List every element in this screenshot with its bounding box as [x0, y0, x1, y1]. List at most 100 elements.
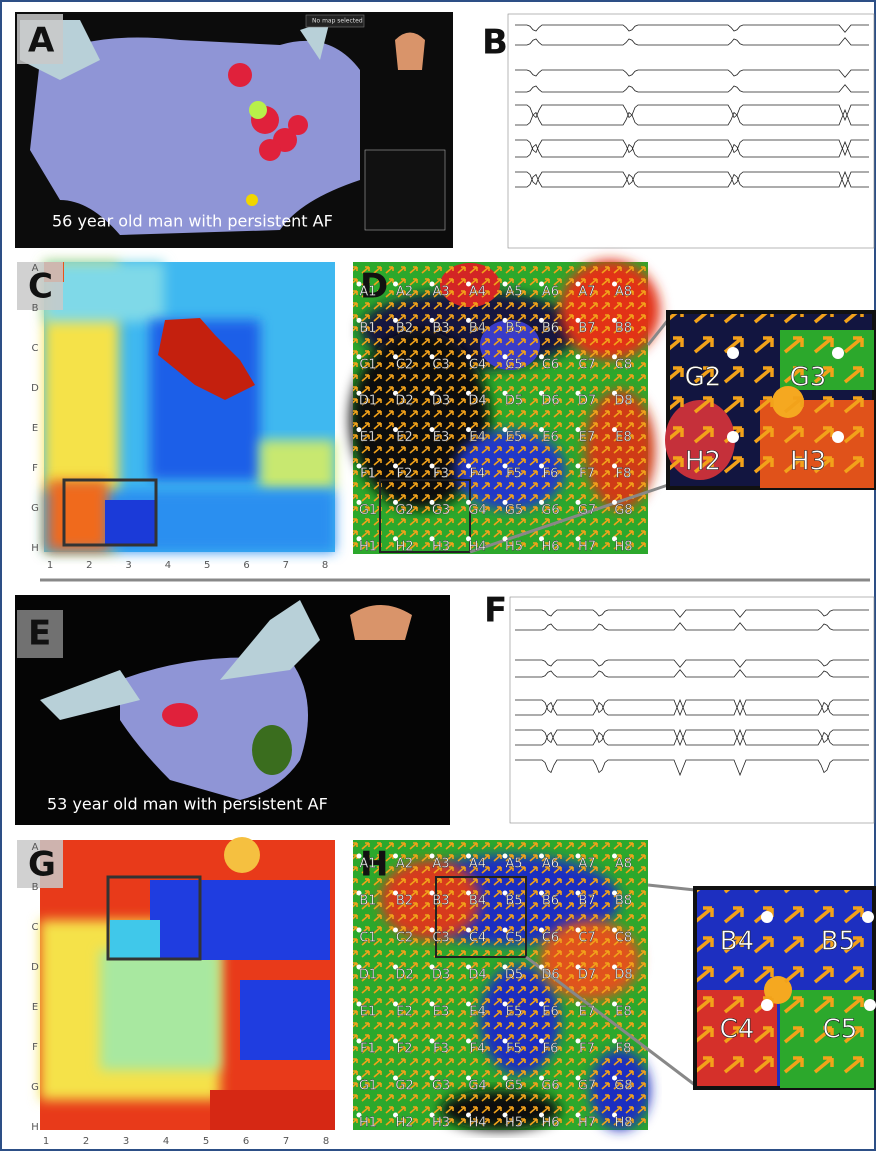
panel-c — [44, 262, 335, 552]
y-tick-label: C — [32, 922, 39, 933]
electrode-label: B1 — [359, 894, 376, 909]
electrode-label: A4 — [469, 285, 486, 300]
y-tick-label: H — [31, 543, 39, 554]
electrode-label: C3 — [432, 357, 449, 372]
inset-label: G3 — [790, 363, 827, 393]
x-tick-label: 6 — [243, 1136, 249, 1147]
figure: No map selected 56 year old man with per… — [0, 0, 876, 1151]
y-tick-label: E — [32, 1002, 38, 1013]
electrode-label: B5 — [505, 321, 522, 336]
electrode-label: G7 — [578, 1079, 596, 1094]
electrode-label: A1 — [359, 285, 376, 300]
electrode-label: A3 — [432, 285, 449, 300]
electrode-label: H1 — [359, 539, 377, 554]
electrode-label: E1 — [360, 430, 377, 445]
electrode-label: G4 — [468, 503, 486, 518]
electrode-label: H2 — [395, 539, 413, 554]
inset-label: G2 — [685, 363, 722, 393]
electrode-label: C8 — [615, 931, 632, 946]
panel-label: A — [28, 21, 55, 61]
electrode-label: F3 — [433, 1042, 449, 1057]
electrode-label: G5 — [505, 503, 523, 518]
electrode-label: B3 — [432, 894, 449, 909]
electrode-label: B8 — [615, 894, 632, 909]
electrode-label: H2 — [395, 1116, 413, 1131]
electrode-label: A6 — [542, 857, 559, 872]
electrode-label: H6 — [541, 539, 559, 554]
panel-b — [508, 14, 874, 248]
electrode-label: E2 — [396, 1005, 413, 1020]
electrode-label: D3 — [432, 968, 450, 983]
electrode-label: G5 — [505, 1079, 523, 1094]
electrode-label: E7 — [579, 430, 596, 445]
electrode-label: H6 — [541, 1116, 559, 1131]
electrode-label: A8 — [615, 857, 632, 872]
electrode-label: D3 — [432, 394, 450, 409]
electrode-label: D8 — [614, 394, 632, 409]
electrode-label: F2 — [397, 467, 413, 482]
y-tick-label: F — [32, 1042, 38, 1053]
electrode-label: F1 — [360, 1042, 376, 1057]
y-tick-label: A — [32, 263, 39, 274]
inset-label: H2 — [685, 447, 721, 477]
electrode-label: E5 — [506, 1005, 523, 1020]
electrode-label: H4 — [468, 1116, 486, 1131]
electrode-label: E8 — [615, 1005, 632, 1020]
electrode-label: E1 — [360, 1005, 377, 1020]
electrode-label: D1 — [359, 394, 377, 409]
electrode-label: D7 — [578, 968, 596, 983]
panel-a: No map selected 56 year old man with per… — [15, 12, 453, 248]
y-tick-label: B — [32, 303, 39, 314]
electrode-label: A5 — [505, 857, 522, 872]
electrode-label: H8 — [614, 539, 632, 554]
electrode-label: D1 — [359, 968, 377, 983]
electrode-label: B5 — [505, 894, 522, 909]
inset-h — [695, 888, 874, 1088]
electrode-label: A8 — [615, 285, 632, 300]
y-tick-label: G — [31, 503, 39, 514]
electrode-label: D6 — [541, 968, 559, 983]
y-tick-label: H — [31, 1122, 39, 1133]
electrode-label: H7 — [578, 539, 596, 554]
panel-f — [510, 597, 874, 823]
electrode-label: D2 — [395, 394, 413, 409]
electrode-label: E6 — [542, 1005, 559, 1020]
x-tick-label: 2 — [86, 560, 92, 571]
x-tick-label: 2 — [83, 1136, 89, 1147]
electrode-label: E7 — [579, 1005, 596, 1020]
electrode-label: B4 — [469, 894, 486, 909]
electrode-label: B4 — [469, 321, 486, 336]
electrode-label: G7 — [578, 503, 596, 518]
electrode-label: C5 — [505, 357, 522, 372]
electrode-label: H8 — [614, 1116, 632, 1131]
electrode-label: F5 — [506, 467, 522, 482]
electrode-label: H1 — [359, 1116, 377, 1131]
electrode-label: F4 — [470, 1042, 486, 1057]
electrode-label: F3 — [433, 467, 449, 482]
electrode-label: D7 — [578, 394, 596, 409]
panel-label: E — [28, 614, 51, 654]
electrode-label: C4 — [469, 931, 486, 946]
electrode-label: F2 — [397, 1042, 413, 1057]
caption: 56 year old man with persistent AF — [52, 212, 333, 231]
inset-label: C4 — [720, 1015, 755, 1045]
x-tick-label: 4 — [165, 560, 171, 571]
electrode-label: C7 — [578, 357, 595, 372]
electrode-label: G2 — [395, 1079, 413, 1094]
electrode-label: H3 — [432, 1116, 450, 1131]
inset-label: C5 — [823, 1015, 858, 1045]
electrode-label: G2 — [395, 503, 413, 518]
electrode-label: C2 — [396, 357, 413, 372]
electrode-label: D8 — [614, 968, 632, 983]
electrode-label: A7 — [578, 857, 595, 872]
electrode-label: E3 — [433, 430, 450, 445]
electrode — [832, 431, 844, 443]
x-tick-label: 8 — [323, 1136, 329, 1147]
electrode — [864, 999, 876, 1011]
electrode-label: B1 — [359, 321, 376, 336]
x-tick-label: 7 — [283, 560, 289, 571]
electrode-label: F1 — [360, 467, 376, 482]
electrode-label: H7 — [578, 1116, 596, 1131]
x-tick-label: 8 — [322, 560, 328, 571]
electrode-label: B7 — [578, 321, 595, 336]
